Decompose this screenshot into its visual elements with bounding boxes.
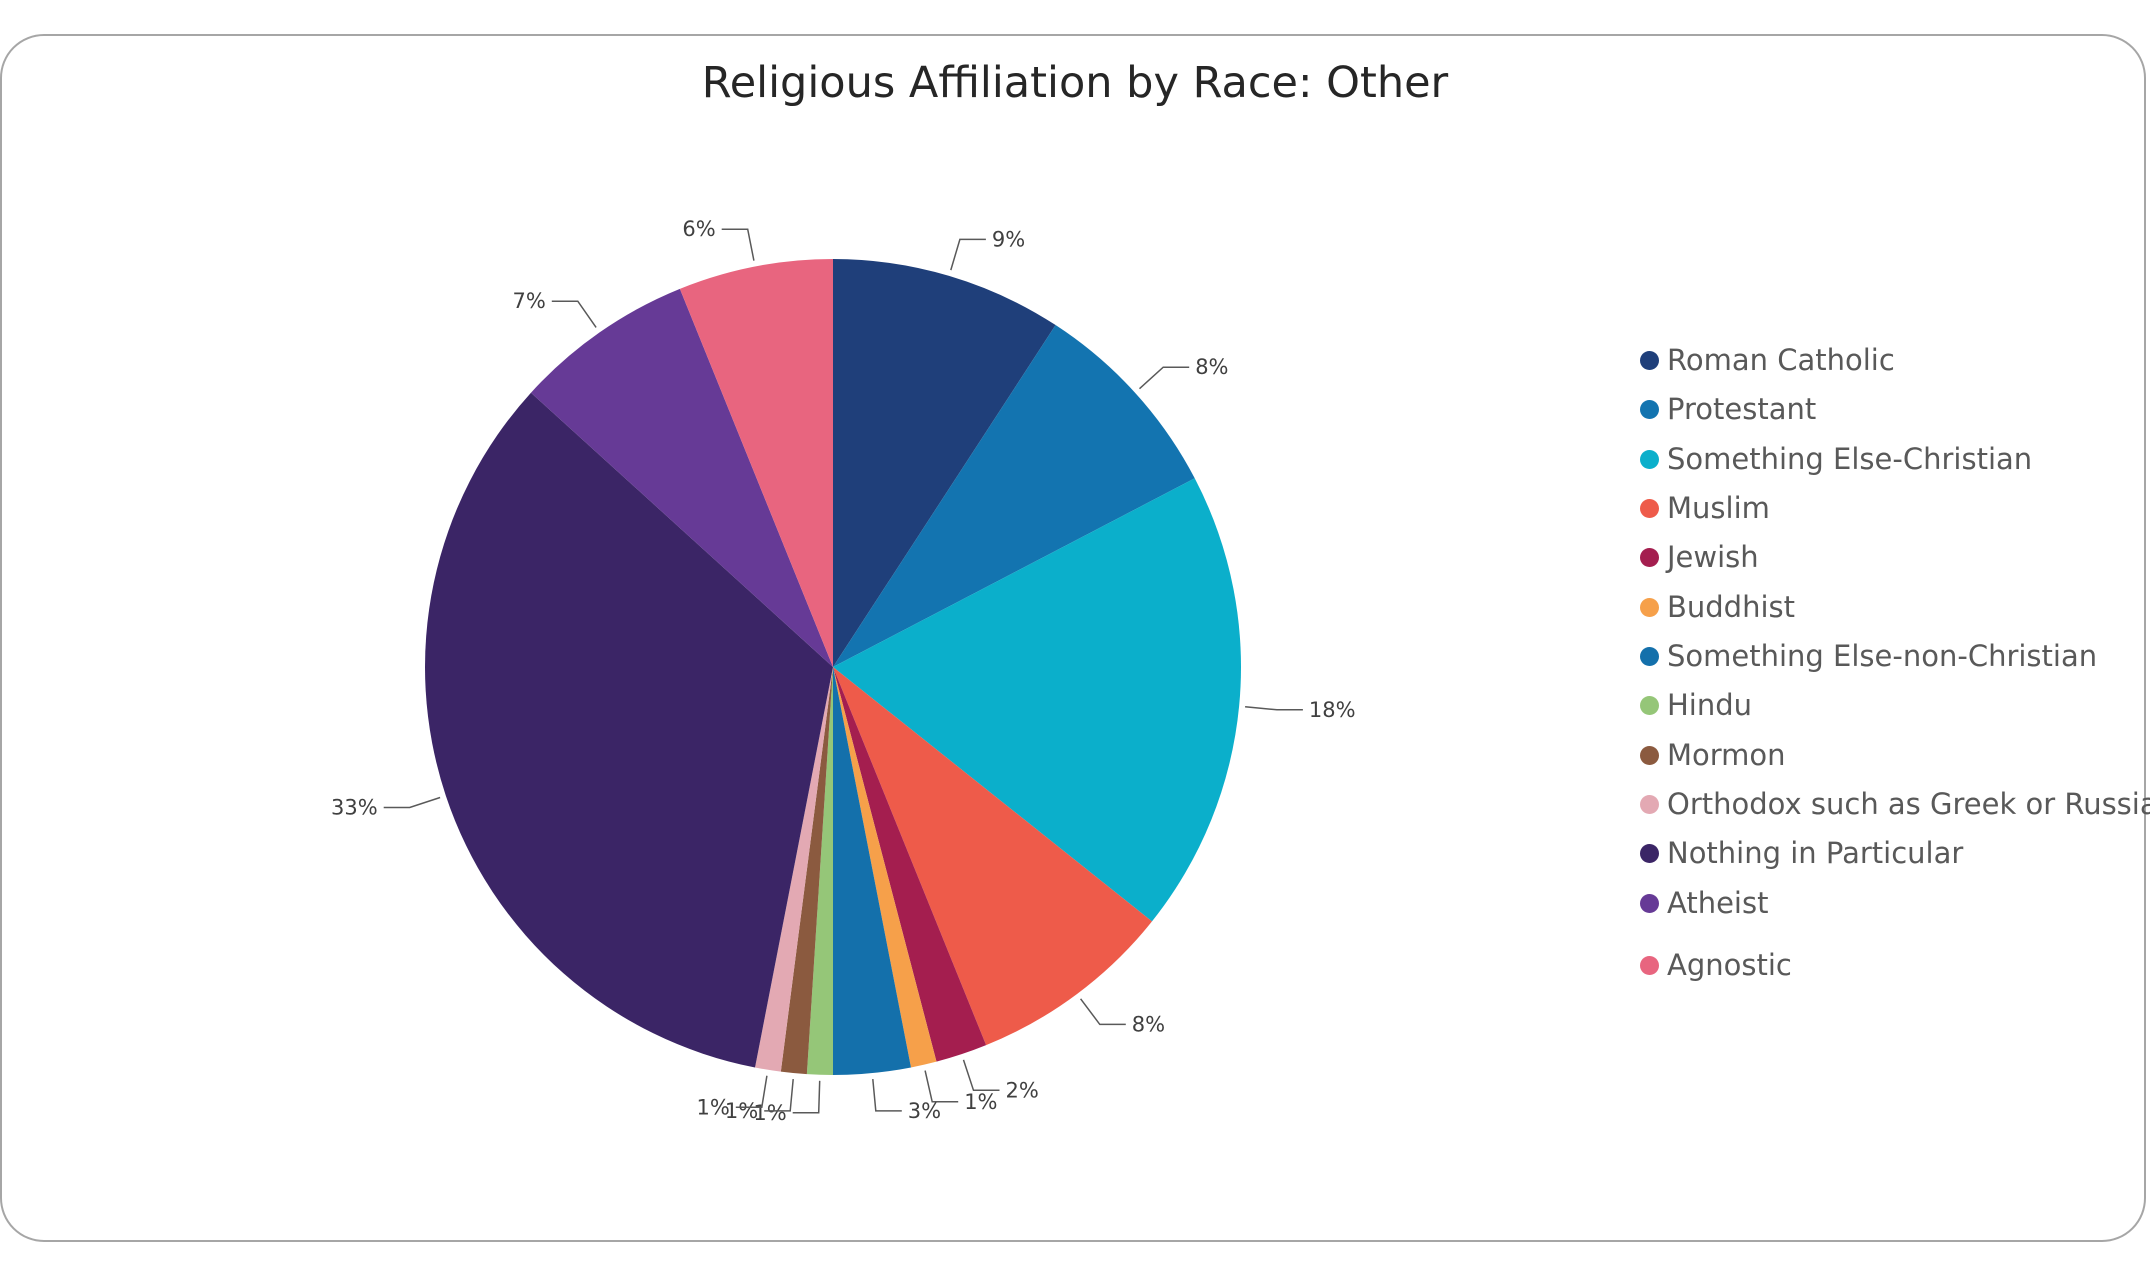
pie-slice-muslim (833, 667, 1152, 1046)
pie-slice-mormon (780, 667, 833, 1075)
legend-item: Nothing in Particular (1640, 833, 1963, 873)
legend-label: Atheist (1667, 886, 1769, 920)
leader-line (551, 300, 597, 328)
data-label: 1% (725, 1099, 758, 1123)
data-label: 1% (696, 1095, 729, 1119)
leader-line (1138, 366, 1190, 390)
legend-item: Agnostic (1640, 945, 1792, 985)
legend-label: Mormon (1667, 738, 1786, 772)
legend-label: Buddhist (1667, 590, 1796, 624)
legend-marker-icon (1640, 350, 1659, 370)
legend-label: Hindu (1667, 688, 1753, 722)
legend-label: Orthodox such as Greek or Russian (1667, 787, 2150, 821)
leader-line (764, 1079, 794, 1112)
pie-slice-orthodox-such-as-greek-or-russian (755, 667, 833, 1072)
pie-slice-something-else-christian (833, 478, 1241, 922)
pie-slice-roman-catholic (833, 259, 1056, 667)
leader-line (950, 238, 986, 271)
legend-item: Protestant (1640, 389, 1816, 429)
legend-label: Muslim (1667, 491, 1770, 525)
data-label: 3% (908, 1099, 941, 1123)
legend-item: Jewish (1640, 537, 1759, 577)
legend-label: Something Else-non-Christian (1667, 639, 2098, 673)
legend-item: Muslim (1640, 488, 1770, 528)
leader-line (924, 1070, 959, 1103)
data-label: 1% (964, 1090, 997, 1114)
leader-line (1245, 706, 1303, 711)
legend-label: Jewish (1667, 540, 1759, 574)
data-label: 6% (682, 217, 715, 241)
legend-marker-icon (1640, 843, 1659, 863)
legend-marker-icon (1640, 794, 1659, 814)
legend-item: Hindu (1640, 685, 1752, 725)
leader-line (792, 1080, 821, 1114)
data-label: 2% (1006, 1078, 1039, 1102)
data-label: 1% (753, 1101, 786, 1125)
legend-label: Agnostic (1667, 948, 1792, 982)
leader-line (721, 228, 755, 261)
legend-marker-icon (1640, 547, 1659, 567)
leader-line (1079, 998, 1126, 1026)
legend-item: Mormon (1640, 735, 1786, 775)
legend-marker-icon (1640, 597, 1659, 617)
legend-label: Roman Catholic (1667, 343, 1895, 377)
leader-line (735, 1075, 768, 1109)
legend-item: Roman Catholic (1640, 340, 1895, 380)
leader-line (872, 1079, 902, 1112)
legend-item: Orthodox such as Greek or Russian (1640, 784, 2150, 824)
pie-slice-nothing-in-particular (424, 392, 833, 1068)
legend-marker-icon (1640, 695, 1659, 715)
legend-label: Nothing in Particular (1667, 836, 1964, 870)
chart-title: Religious Affiliation by Race: Other (701, 58, 1449, 108)
pie-slice-atheist (530, 288, 833, 667)
legend-marker-icon (1640, 399, 1659, 419)
data-label: 8% (1195, 355, 1228, 379)
pie-slice-buddhist (833, 667, 937, 1068)
legend-marker-icon (1640, 745, 1659, 765)
pie-slice-agnostic (679, 259, 833, 667)
legend-marker-icon (1640, 646, 1659, 666)
legend-label: Something Else-Christian (1667, 442, 2033, 476)
pie-slice-something-else-non-christian (833, 667, 911, 1075)
legend-item: Buddhist (1640, 587, 1795, 627)
data-label: 33% (331, 796, 378, 820)
legend-item: Something Else-Christian (1640, 439, 2032, 479)
legend-marker-icon (1640, 955, 1659, 975)
data-label: 9% (992, 227, 1025, 251)
legend-item: Atheist (1640, 883, 1768, 923)
legend-item: Something Else-non-Christian (1640, 636, 2097, 676)
pie-slice-jewish (833, 667, 987, 1062)
pie-slice-protestant (833, 325, 1195, 667)
pie-slice-hindu (806, 667, 833, 1075)
data-label: 7% (512, 289, 545, 313)
legend-marker-icon (1640, 449, 1659, 469)
leader-line (962, 1059, 1000, 1092)
data-label: 18% (1309, 698, 1356, 722)
legend-marker-icon (1640, 498, 1659, 518)
legend-label: Protestant (1667, 392, 1817, 426)
leader-line (383, 796, 441, 809)
data-label: 8% (1132, 1012, 1165, 1036)
legend-marker-icon (1640, 893, 1659, 913)
